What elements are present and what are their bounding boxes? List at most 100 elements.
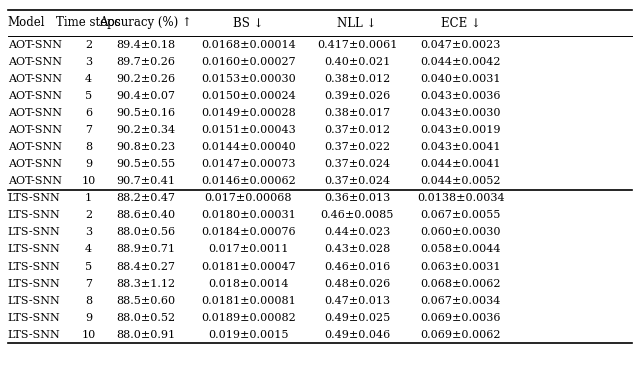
Text: 90.8±0.23: 90.8±0.23 [116,142,175,152]
Text: 0.0168±0.00014: 0.0168±0.00014 [201,40,296,50]
Text: 7: 7 [85,279,92,289]
Text: 0.38±0.017: 0.38±0.017 [324,108,390,118]
Text: 0.044±0.0052: 0.044±0.0052 [420,176,501,186]
Text: 0.044±0.0042: 0.044±0.0042 [420,57,501,67]
Text: 2: 2 [84,40,92,50]
Text: 0.0180±0.00031: 0.0180±0.00031 [201,210,296,220]
Text: 0.017±0.00068: 0.017±0.00068 [205,193,292,203]
Text: AOT-SNN: AOT-SNN [8,125,61,135]
Text: 0.36±0.013: 0.36±0.013 [324,193,390,203]
Text: 0.043±0.0030: 0.043±0.0030 [420,108,501,118]
Text: 0.047±0.0023: 0.047±0.0023 [420,40,501,50]
Text: 0.043±0.0036: 0.043±0.0036 [420,91,501,101]
Text: 0.0144±0.00040: 0.0144±0.00040 [201,142,296,152]
Text: 90.2±0.26: 90.2±0.26 [116,74,175,84]
Text: 0.39±0.026: 0.39±0.026 [324,91,390,101]
Text: LTS-SNN: LTS-SNN [8,193,60,203]
Text: 90.2±0.34: 90.2±0.34 [116,125,175,135]
Text: 0.044±0.0041: 0.044±0.0041 [420,159,501,169]
Text: AOT-SNN: AOT-SNN [8,159,61,169]
Text: 0.49±0.046: 0.49±0.046 [324,330,390,340]
Text: LTS-SNN: LTS-SNN [8,313,60,323]
Text: LTS-SNN: LTS-SNN [8,330,60,340]
Text: 0.0181±0.00081: 0.0181±0.00081 [201,296,296,306]
Text: 0.043±0.0041: 0.043±0.0041 [420,142,501,152]
Text: 0.48±0.026: 0.48±0.026 [324,279,390,289]
Text: 9: 9 [84,159,92,169]
Text: 0.417±0.0061: 0.417±0.0061 [317,40,397,50]
Text: 3: 3 [84,57,92,67]
Text: 0.068±0.0062: 0.068±0.0062 [420,279,501,289]
Text: 0.38±0.012: 0.38±0.012 [324,74,390,84]
Text: AOT-SNN: AOT-SNN [8,40,61,50]
Text: 0.069±0.0036: 0.069±0.0036 [420,313,501,323]
Text: 5: 5 [84,262,92,272]
Text: 0.37±0.024: 0.37±0.024 [324,159,390,169]
Text: BS ↓: BS ↓ [233,16,264,29]
Text: 7: 7 [85,125,92,135]
Text: AOT-SNN: AOT-SNN [8,108,61,118]
Text: 0.018±0.0014: 0.018±0.0014 [208,279,289,289]
Text: 0.37±0.022: 0.37±0.022 [324,142,390,152]
Text: LTS-SNN: LTS-SNN [8,210,60,220]
Text: 0.0160±0.00027: 0.0160±0.00027 [201,57,296,67]
Text: 0.0138±0.0034: 0.0138±0.0034 [417,193,504,203]
Text: 90.4±0.07: 90.4±0.07 [116,91,175,101]
Text: LTS-SNN: LTS-SNN [8,296,60,306]
Text: 0.37±0.024: 0.37±0.024 [324,176,390,186]
Text: 0.060±0.0030: 0.060±0.0030 [420,227,501,237]
Text: 0.37±0.012: 0.37±0.012 [324,125,390,135]
Text: AOT-SNN: AOT-SNN [8,74,61,84]
Text: 0.069±0.0062: 0.069±0.0062 [420,330,501,340]
Text: NLL ↓: NLL ↓ [337,16,377,29]
Text: 8: 8 [84,296,92,306]
Text: 0.46±0.0085: 0.46±0.0085 [321,210,394,220]
Text: 0.47±0.013: 0.47±0.013 [324,296,390,306]
Text: 1: 1 [84,193,92,203]
Text: LTS-SNN: LTS-SNN [8,227,60,237]
Text: 6: 6 [84,108,92,118]
Text: 0.46±0.016: 0.46±0.016 [324,262,390,272]
Text: 5: 5 [84,91,92,101]
Text: LTS-SNN: LTS-SNN [8,262,60,272]
Text: 0.0189±0.00082: 0.0189±0.00082 [201,313,296,323]
Text: 88.4±0.27: 88.4±0.27 [116,262,175,272]
Text: 88.9±0.71: 88.9±0.71 [116,244,175,255]
Text: 0.43±0.028: 0.43±0.028 [324,244,390,255]
Text: 0.0150±0.00024: 0.0150±0.00024 [201,91,296,101]
Text: 88.5±0.60: 88.5±0.60 [116,296,175,306]
Text: 0.0181±0.00047: 0.0181±0.00047 [201,262,296,272]
Text: AOT-SNN: AOT-SNN [8,57,61,67]
Text: Time steps: Time steps [56,16,121,29]
Text: 0.0153±0.00030: 0.0153±0.00030 [201,74,296,84]
Text: 0.040±0.0031: 0.040±0.0031 [420,74,501,84]
Text: LTS-SNN: LTS-SNN [8,279,60,289]
Text: 10: 10 [81,176,95,186]
Text: Model: Model [8,16,45,29]
Text: 88.0±0.52: 88.0±0.52 [116,313,175,323]
Text: AOT-SNN: AOT-SNN [8,142,61,152]
Text: LTS-SNN: LTS-SNN [8,244,60,255]
Text: 10: 10 [81,330,95,340]
Text: 90.5±0.16: 90.5±0.16 [116,108,175,118]
Text: 0.017±0.0011: 0.017±0.0011 [208,244,289,255]
Text: 90.5±0.55: 90.5±0.55 [116,159,175,169]
Text: 8: 8 [84,142,92,152]
Text: 2: 2 [84,210,92,220]
Text: 9: 9 [84,313,92,323]
Text: 88.2±0.47: 88.2±0.47 [116,193,175,203]
Text: 0.44±0.023: 0.44±0.023 [324,227,390,237]
Text: 0.0151±0.00043: 0.0151±0.00043 [201,125,296,135]
Text: AOT-SNN: AOT-SNN [8,176,61,186]
Text: 0.40±0.021: 0.40±0.021 [324,57,390,67]
Text: 0.49±0.025: 0.49±0.025 [324,313,390,323]
Text: 0.067±0.0034: 0.067±0.0034 [420,296,501,306]
Text: 88.0±0.56: 88.0±0.56 [116,227,175,237]
Text: 3: 3 [84,227,92,237]
Text: 88.3±1.12: 88.3±1.12 [116,279,175,289]
Text: AOT-SNN: AOT-SNN [8,91,61,101]
Text: 0.058±0.0044: 0.058±0.0044 [420,244,501,255]
Text: Accuracy (%) ↑: Accuracy (%) ↑ [99,16,193,29]
Text: 0.043±0.0019: 0.043±0.0019 [420,125,501,135]
Text: 0.067±0.0055: 0.067±0.0055 [420,210,501,220]
